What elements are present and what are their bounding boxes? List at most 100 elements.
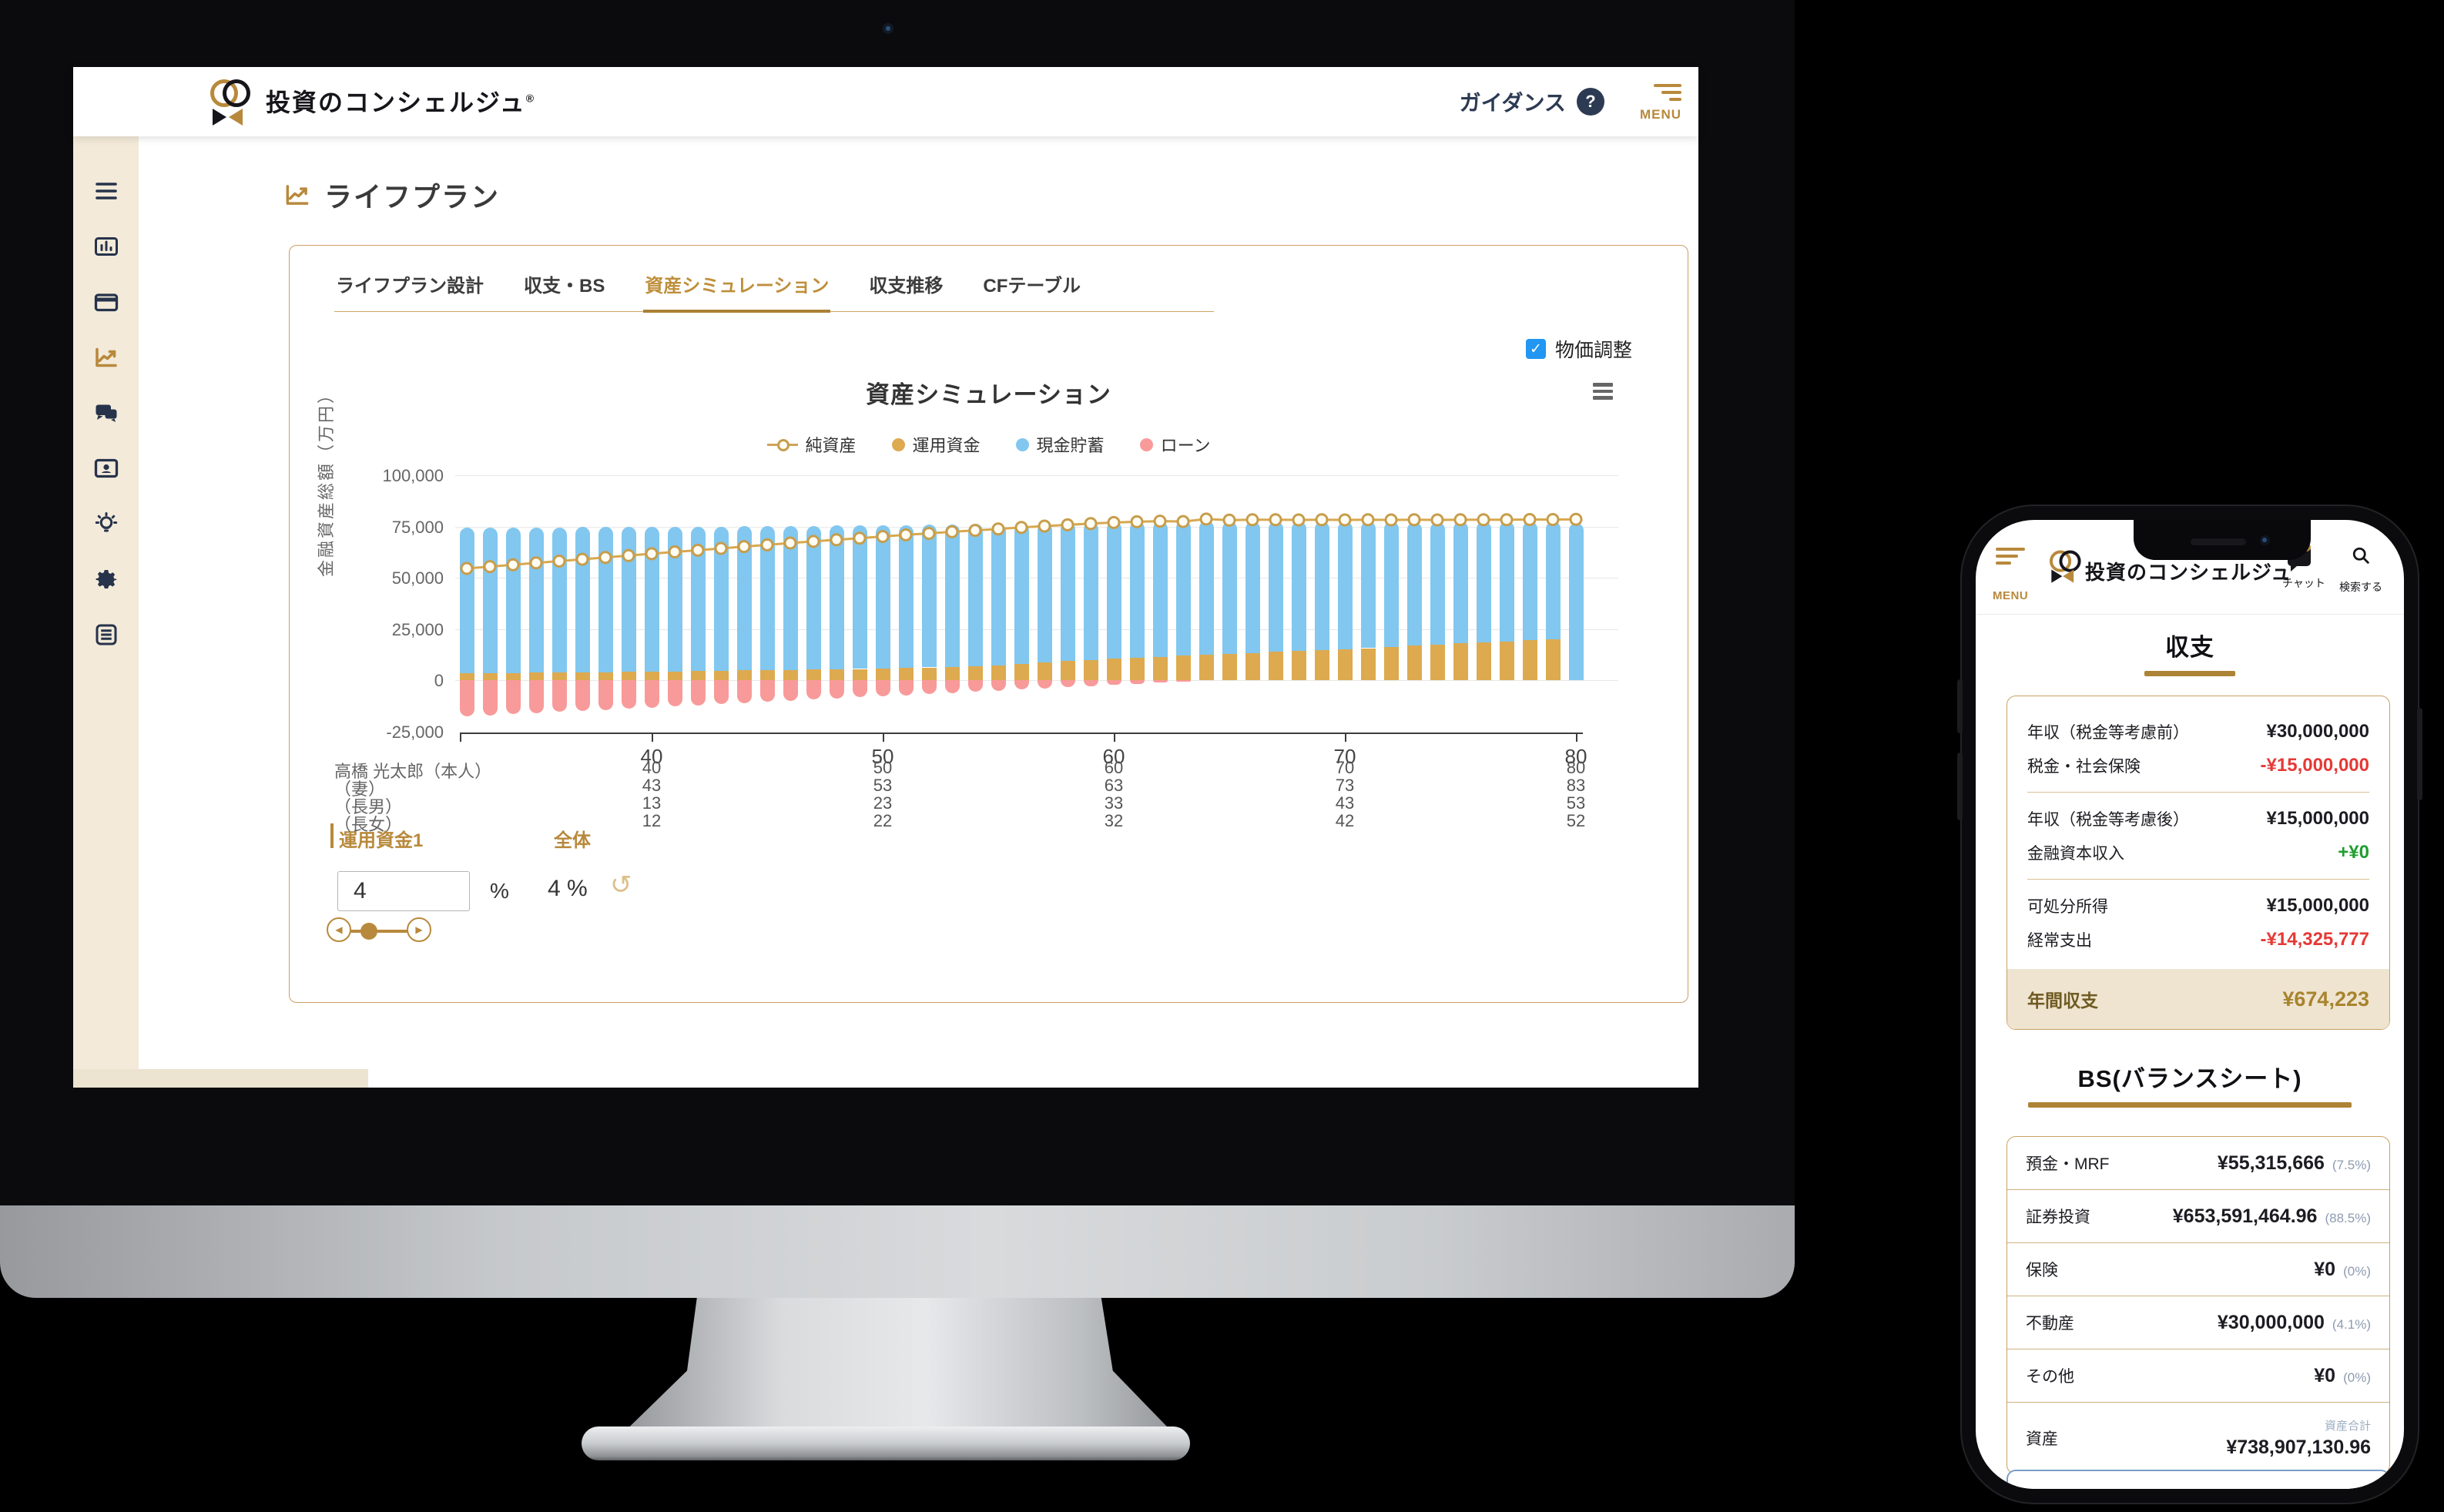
brand-logo[interactable]: 投資のコンシェルジュ® [210, 78, 535, 126]
income-row-value: ¥15,000,000 [2266, 895, 2369, 916]
tab-収支推移[interactable]: 収支推移 [869, 276, 944, 297]
chart-context-menu-icon[interactable] [1593, 383, 1613, 400]
overall-tab-label[interactable]: 全体 [554, 830, 591, 851]
bar-invest [1499, 641, 1514, 680]
bar-cash [1175, 521, 1191, 656]
legend-label: ローン [1160, 436, 1211, 455]
bar-loan [967, 680, 983, 692]
bar-invest [806, 669, 821, 680]
bar-loan [759, 680, 775, 702]
bs-row-label: 証券投資 [2026, 1209, 2090, 1226]
income-row-value: ¥15,000,000 [2266, 808, 2369, 829]
bar-cash [1476, 521, 1491, 643]
bs-row-percent: (7.5%) [2332, 1157, 2371, 1172]
bar-cash [1129, 521, 1145, 658]
bar-invest [551, 672, 567, 680]
gridline-100000 [455, 475, 1618, 476]
sidebar-news-icon[interactable] [92, 620, 121, 649]
rate-slider[interactable]: ◀ ▶ [327, 917, 434, 945]
bottom-cream-panel [73, 1069, 368, 1088]
bs-row-value: ¥0 [2314, 1258, 2336, 1280]
bar-loan [1129, 680, 1145, 684]
bar-loan [644, 680, 659, 708]
fund-rate-input[interactable] [337, 871, 470, 911]
slider-increase-button[interactable]: ▶ [407, 917, 431, 942]
price-adjust-checkbox[interactable]: ✓ [1526, 339, 1546, 359]
guidance-button[interactable]: ガイダンス ? [1460, 86, 1604, 117]
bar-invest [736, 670, 752, 680]
bar-cash [1360, 521, 1376, 649]
bar-cash [1083, 521, 1098, 660]
bar-invest [459, 673, 474, 680]
help-icon[interactable]: ? [1576, 88, 1604, 116]
income-total-value: ¥674,223 [2282, 987, 2369, 1011]
phone-menu-label[interactable]: MENU [1993, 589, 2029, 602]
legend-line-marker [766, 438, 798, 451]
bs-section-title: BS(バランスシート) [2077, 1065, 2302, 1092]
bar-invest [713, 670, 729, 680]
bar-cash [690, 526, 706, 672]
reset-rate-icon[interactable]: ↺ [610, 870, 632, 900]
tab-CFテーブル[interactable]: CFテーブル [983, 276, 1081, 297]
sidebar-card-icon[interactable] [92, 287, 121, 317]
phone-notch [2134, 520, 2311, 560]
income-divider [2027, 792, 2369, 793]
phone-menu-button[interactable] [1996, 548, 2025, 565]
sidebar-barchart-icon[interactable] [92, 232, 121, 261]
legend-item-現金貯蓄[interactable]: 現金貯蓄 [1015, 432, 1105, 457]
menu-button[interactable]: MENU [1640, 81, 1681, 122]
gridline-0 [455, 680, 1618, 681]
x-axis-tick [1345, 733, 1346, 742]
tab-収支・BS[interactable]: 収支・BS [524, 276, 605, 297]
bar-loan [459, 680, 474, 717]
legend-item-純資産[interactable]: 純資産 [766, 432, 857, 457]
bar-invest [875, 669, 890, 680]
sidebar-menu-icon[interactable] [92, 176, 121, 206]
sidebar-lifeplan-icon[interactable] [92, 343, 121, 372]
fund-tab-label[interactable]: 運用資金1 [339, 830, 424, 851]
x-axis-tick [883, 733, 884, 742]
legend-dot [1015, 438, 1029, 451]
bs-row-percent: (88.5%) [2325, 1210, 2371, 1225]
bar-loan [736, 680, 752, 703]
sidebar [73, 136, 139, 1088]
monitor-chin [0, 1205, 1795, 1298]
y-tick-label: 0 [434, 671, 444, 690]
sidebar-chat-icon[interactable] [92, 398, 121, 427]
slider-thumb[interactable] [360, 923, 377, 940]
bar-invest [1453, 643, 1468, 680]
slider-decrease-button[interactable]: ◀ [327, 917, 351, 942]
chat-label: チャット [2282, 577, 2325, 589]
bar-cash [1060, 522, 1075, 661]
bar-loan [1175, 680, 1191, 682]
family-row-value: 23 [873, 793, 893, 813]
bar-invest [1152, 656, 1168, 680]
bar-cash [736, 526, 752, 671]
phone-frame: MENU 投資のコンシェルジュ チャット 検索する 収支 年収（税金等考慮前） ¥… [1957, 505, 2422, 1504]
bar-loan [713, 680, 729, 705]
x-tick-label-60: 60 [1102, 745, 1125, 768]
bar-invest [1406, 645, 1422, 680]
x-tick-label-70: 70 [1333, 745, 1356, 768]
bar-invest [505, 672, 521, 680]
legend-dot [891, 438, 905, 451]
tab-ライフプラン設計[interactable]: ライフプラン設計 [336, 276, 484, 297]
bs-row-right: ¥0 (0%) [2314, 1259, 2371, 1281]
legend-item-運用資金[interactable]: 運用資金 [891, 432, 981, 457]
page-title: ライフプラン [283, 175, 500, 215]
sidebar-idea-icon[interactable] [92, 509, 121, 538]
bar-cash [1499, 521, 1514, 642]
sidebar-contact-icon[interactable] [92, 454, 121, 483]
price-adjust-toggle[interactable]: ✓ 物価調整 [1526, 335, 1632, 363]
tab-資産シミュレーション[interactable]: 資産シミュレーション [643, 266, 831, 313]
bar-loan [1083, 680, 1098, 686]
family-row-value: 52 [1566, 811, 1586, 830]
family-row-value: 42 [1335, 811, 1355, 830]
legend-item-ローン[interactable]: ローン [1139, 432, 1211, 457]
bar-loan [505, 680, 521, 715]
income-row-label: 金融資本収入 [2027, 845, 2124, 863]
slider-track[interactable] [339, 930, 422, 933]
sidebar-settings-icon[interactable] [92, 565, 121, 594]
phone-search-button[interactable]: 検索する [2338, 545, 2384, 595]
